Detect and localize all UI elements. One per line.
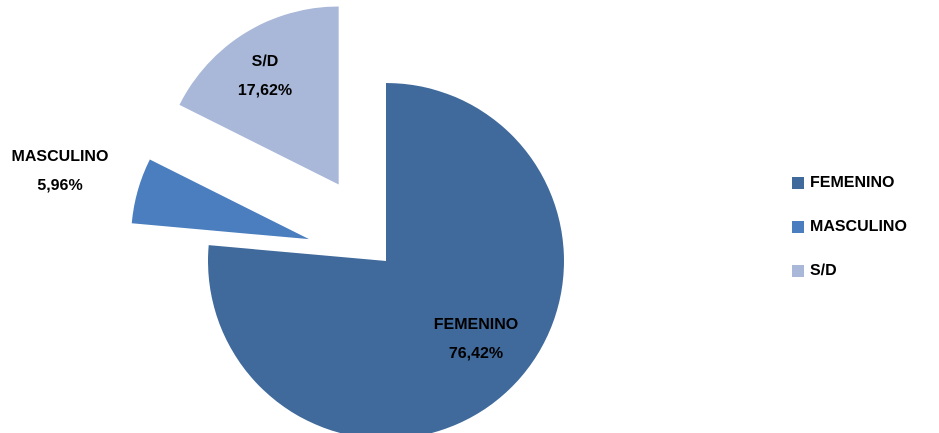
slice-value-label: 76,42% — [449, 345, 503, 362]
legend-swatch — [792, 221, 804, 233]
slice-label: S/D — [252, 53, 279, 70]
pie-slice — [179, 6, 339, 185]
legend-label: FEMENINO — [810, 174, 894, 191]
legend-label: MASCULINO — [810, 218, 907, 235]
slice-label: MASCULINO — [12, 148, 109, 165]
slice-value-label: 17,62% — [238, 82, 292, 99]
legend-label: S/D — [810, 262, 837, 279]
pie-slice — [131, 159, 310, 240]
legend-swatch — [792, 177, 804, 189]
pie-slice — [208, 83, 564, 433]
slice-value-label: 5,96% — [37, 177, 82, 194]
slice-label: FEMENINO — [434, 316, 518, 333]
legend-swatch — [792, 265, 804, 277]
